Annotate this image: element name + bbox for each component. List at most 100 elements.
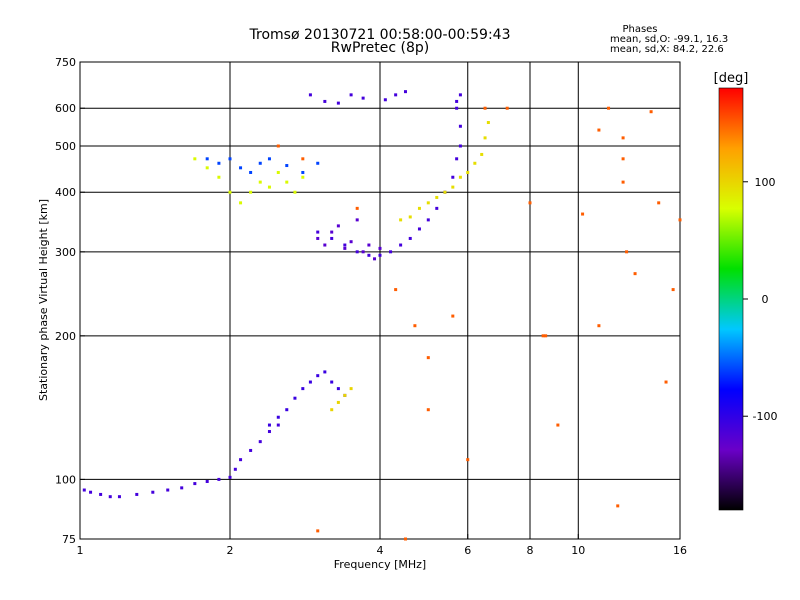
data-point bbox=[383, 98, 387, 102]
data-point bbox=[285, 180, 289, 184]
legend-title: Phases bbox=[622, 24, 657, 35]
data-point bbox=[664, 380, 668, 384]
data-point bbox=[455, 99, 459, 103]
data-point bbox=[417, 206, 421, 210]
data-point bbox=[451, 314, 455, 318]
data-point bbox=[435, 206, 439, 210]
grid bbox=[80, 62, 680, 539]
data-point bbox=[330, 408, 334, 412]
data-point bbox=[343, 393, 347, 397]
data-point bbox=[249, 170, 253, 174]
data-point bbox=[483, 106, 487, 110]
data-point bbox=[330, 380, 334, 384]
data-point bbox=[217, 175, 221, 179]
data-point bbox=[597, 324, 601, 328]
colorbar-tick-label: -100 bbox=[753, 410, 778, 423]
data-point bbox=[367, 253, 371, 257]
data-point bbox=[435, 195, 439, 199]
data-point bbox=[473, 161, 477, 165]
data-point bbox=[408, 215, 412, 219]
y-tick-label: 200 bbox=[55, 330, 76, 343]
data-point bbox=[99, 492, 103, 496]
data-point bbox=[301, 170, 305, 174]
data-point bbox=[330, 230, 334, 234]
data-point bbox=[621, 180, 625, 184]
x-tick-label: 2 bbox=[227, 544, 234, 557]
x-tick-label: 10 bbox=[571, 544, 585, 557]
data-point bbox=[217, 161, 221, 165]
legend-line-x: mean, sd,X: 84.2, 22.6 bbox=[610, 44, 724, 55]
data-point bbox=[417, 227, 421, 231]
data-points bbox=[82, 90, 682, 541]
x-tick-label: 8 bbox=[527, 544, 534, 557]
data-point bbox=[671, 288, 675, 292]
data-point bbox=[621, 136, 625, 140]
data-point bbox=[267, 157, 271, 161]
data-point bbox=[233, 467, 237, 471]
data-point bbox=[403, 90, 407, 94]
data-point bbox=[267, 185, 271, 189]
data-point bbox=[349, 240, 353, 244]
data-point bbox=[193, 482, 197, 486]
data-point bbox=[239, 166, 243, 170]
chart-subtitle: RwPretec (8p) bbox=[331, 40, 429, 56]
data-point bbox=[466, 458, 470, 462]
data-point bbox=[293, 396, 297, 400]
data-point bbox=[621, 157, 625, 161]
data-point bbox=[180, 486, 184, 490]
chart-title: Tromsø 20130721 00:58:00-00:59:43 bbox=[249, 27, 511, 43]
data-point bbox=[308, 93, 312, 97]
data-point bbox=[239, 458, 243, 462]
data-point bbox=[82, 488, 86, 492]
data-point bbox=[349, 387, 353, 391]
data-point bbox=[544, 334, 548, 338]
data-point bbox=[336, 387, 340, 391]
data-point bbox=[217, 477, 221, 481]
data-point bbox=[267, 430, 271, 434]
data-point bbox=[597, 128, 601, 132]
data-point bbox=[649, 110, 653, 114]
data-point bbox=[451, 185, 455, 189]
data-point bbox=[378, 246, 382, 250]
data-point bbox=[193, 157, 197, 161]
legend-line-o: mean, sd,O: -99.1, 16.3 bbox=[610, 34, 728, 45]
data-point bbox=[394, 288, 398, 292]
data-point bbox=[455, 157, 459, 161]
data-point bbox=[258, 440, 262, 444]
x-ticks: 1 2 4 6 8 10 16 bbox=[77, 534, 687, 557]
x-axis-label: Frequency [MHz] bbox=[334, 558, 426, 571]
data-point bbox=[355, 250, 359, 254]
data-point bbox=[276, 144, 280, 148]
data-point bbox=[394, 93, 398, 97]
data-point bbox=[117, 495, 121, 499]
data-point bbox=[373, 257, 377, 261]
data-point bbox=[316, 374, 320, 378]
data-point bbox=[285, 408, 289, 412]
data-point bbox=[541, 334, 545, 338]
data-point bbox=[361, 250, 365, 254]
data-point bbox=[480, 152, 484, 156]
colorbar-gradient bbox=[718, 87, 744, 511]
data-point bbox=[316, 529, 320, 533]
x-tick-label: 16 bbox=[673, 544, 687, 557]
data-point bbox=[483, 136, 487, 140]
data-point bbox=[556, 423, 560, 427]
data-point bbox=[399, 218, 403, 222]
data-point bbox=[505, 106, 509, 110]
data-point bbox=[276, 170, 280, 174]
data-point bbox=[108, 495, 112, 499]
data-point bbox=[378, 253, 382, 257]
data-point bbox=[228, 475, 232, 479]
data-point bbox=[249, 448, 253, 452]
data-point bbox=[426, 356, 430, 360]
data-point bbox=[316, 161, 320, 165]
data-point bbox=[330, 236, 334, 240]
data-point bbox=[293, 190, 297, 194]
data-point bbox=[249, 190, 253, 194]
data-point bbox=[349, 93, 353, 97]
data-point bbox=[343, 243, 347, 247]
data-point bbox=[486, 121, 490, 125]
data-point bbox=[258, 161, 262, 165]
data-point bbox=[205, 479, 209, 483]
data-point bbox=[443, 190, 447, 194]
